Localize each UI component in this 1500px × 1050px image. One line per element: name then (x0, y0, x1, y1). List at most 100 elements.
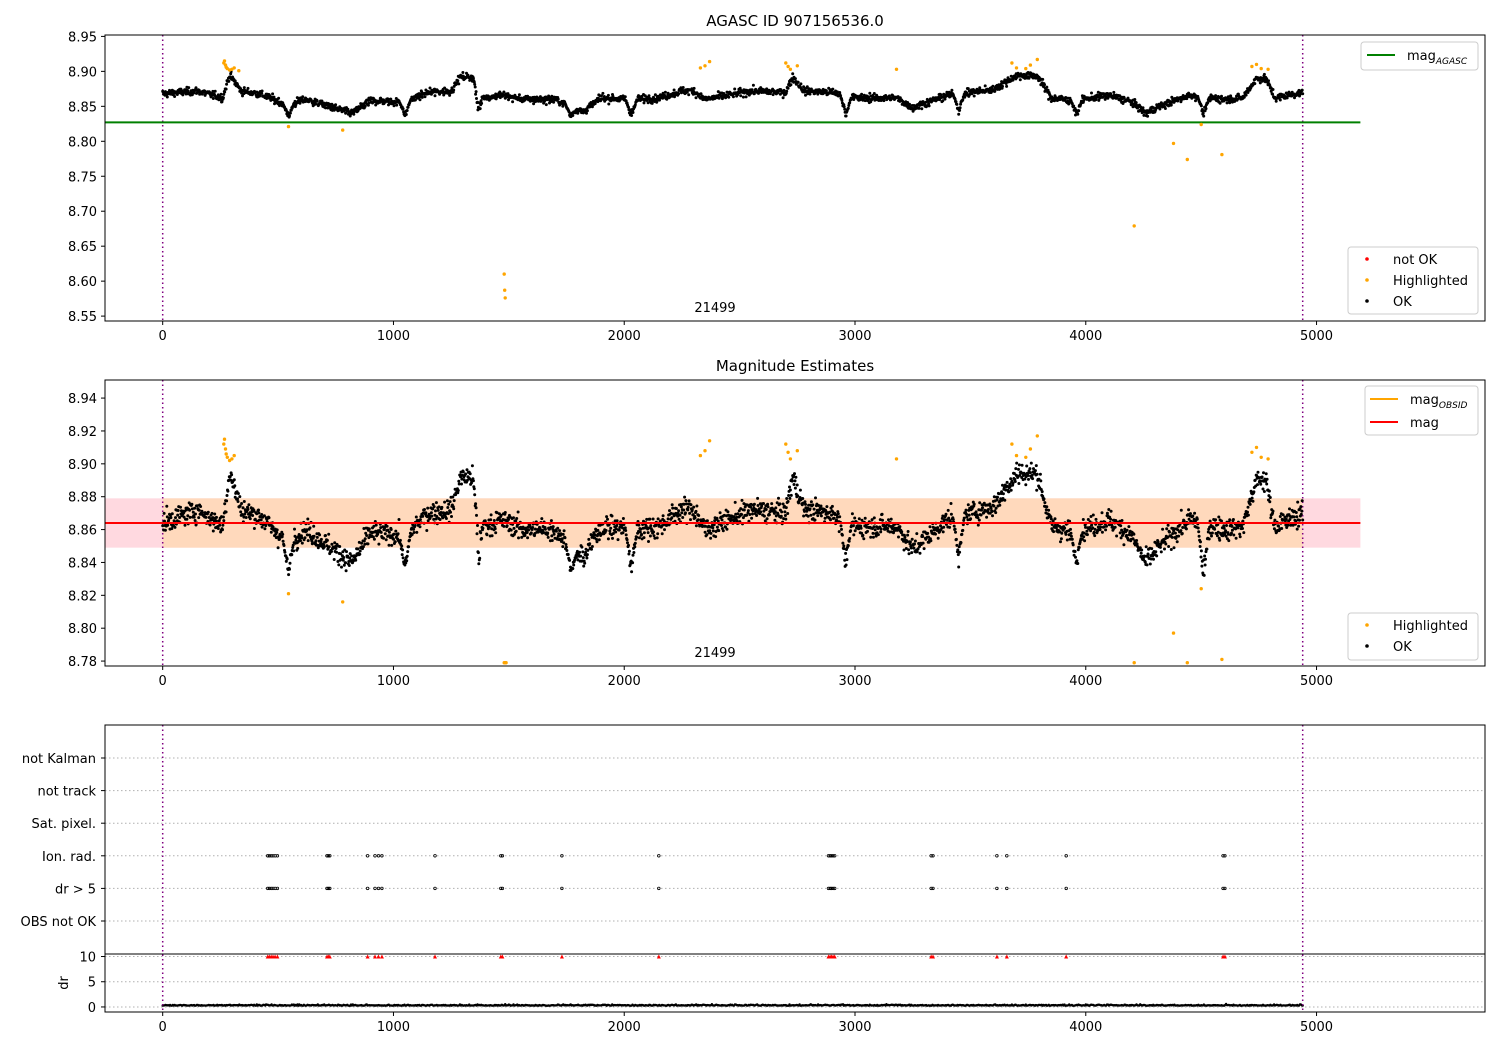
ok-point (281, 539, 285, 543)
ok-point (1163, 547, 1166, 551)
ok-point (788, 488, 792, 492)
ok-point (197, 516, 201, 520)
ok-point (1103, 97, 1107, 101)
ok-point (585, 111, 588, 115)
ok-point (1246, 513, 1250, 517)
ok-point (907, 552, 911, 556)
ok-point (215, 515, 218, 519)
ok-point (1098, 528, 1102, 532)
ok-point (967, 513, 971, 517)
ok-point (910, 537, 914, 541)
ok-point (782, 88, 786, 92)
ok-point (259, 518, 263, 522)
ok-point (579, 554, 583, 558)
ok-point (169, 516, 173, 520)
ok-point (275, 530, 279, 534)
ok-point (951, 518, 955, 521)
ok-point (998, 503, 1002, 507)
ok-point (405, 109, 409, 112)
ok-point (1034, 464, 1038, 468)
ok-point (705, 519, 709, 523)
ok-point (750, 516, 754, 520)
ok-point (271, 525, 275, 529)
ok-point (251, 514, 255, 517)
ok-point (397, 518, 401, 521)
ok-point (358, 552, 362, 556)
ok-point (1132, 532, 1136, 536)
ok-point (953, 97, 957, 101)
ok-point (961, 98, 965, 102)
ok-point (193, 506, 197, 510)
ok-point (1039, 479, 1043, 483)
ok-point (848, 537, 852, 540)
ok-point (646, 531, 650, 535)
ok-point (526, 536, 530, 540)
ok-point (480, 537, 484, 540)
ok-point (1112, 90, 1116, 94)
ok-point (949, 502, 953, 505)
ok-point (1145, 563, 1149, 567)
ok-point (1203, 563, 1207, 567)
ok-point (271, 92, 275, 96)
ok-point (310, 539, 314, 543)
ok-point (868, 91, 872, 95)
ok-point (837, 530, 841, 534)
ok-point (709, 536, 713, 540)
ok-point (456, 79, 460, 83)
highlighted-point (1266, 67, 1270, 72)
x-tick-label: 2000 (608, 329, 641, 344)
ok-point (670, 503, 674, 507)
ok-point (517, 536, 520, 540)
ok-point (786, 512, 790, 515)
ok-point (478, 107, 482, 111)
ok-point (866, 529, 869, 533)
ok-point (788, 485, 791, 489)
ok-point (1003, 498, 1007, 502)
legend-marker-swatch (1365, 299, 1369, 303)
ok-point (990, 510, 994, 513)
ok-point (433, 94, 437, 98)
ok-point (872, 525, 876, 529)
ok-point (934, 532, 937, 536)
ok-point (1122, 543, 1126, 547)
ok-point (658, 98, 661, 102)
ok-point (344, 561, 348, 565)
ok-point (689, 518, 692, 522)
ok-point (404, 113, 408, 116)
ok-point (1027, 477, 1030, 481)
ok-point (563, 536, 567, 540)
ok-point (473, 493, 477, 497)
ok-point (674, 507, 678, 510)
ok-point (778, 92, 782, 96)
ok-point (688, 511, 692, 515)
ok-point (1172, 546, 1176, 550)
ok-point (861, 533, 865, 537)
ok-point (876, 533, 880, 537)
ok-point (340, 565, 343, 569)
ok-point (783, 514, 787, 517)
ok-point (1191, 514, 1195, 518)
ok-point (327, 545, 331, 549)
ok-point (842, 544, 846, 548)
ok-point (1119, 524, 1123, 528)
ok-point (384, 538, 388, 542)
ok-point (661, 514, 665, 518)
ok-point (958, 550, 962, 554)
ok-point (841, 541, 845, 545)
ok-point (693, 516, 697, 520)
ok-point (805, 85, 809, 89)
ok-point (631, 561, 635, 565)
ok-point (213, 89, 217, 93)
ok-point (395, 103, 399, 107)
ok-point (1105, 524, 1108, 528)
ok-point (717, 96, 721, 100)
ok-point (288, 111, 292, 115)
ok-point (472, 80, 476, 84)
ok-point (656, 532, 660, 536)
ok-point (600, 94, 603, 98)
ok-point (204, 515, 208, 519)
ok-point (780, 510, 784, 514)
ok-point (962, 516, 966, 520)
ok-point (214, 519, 218, 523)
ok-point (648, 534, 652, 538)
